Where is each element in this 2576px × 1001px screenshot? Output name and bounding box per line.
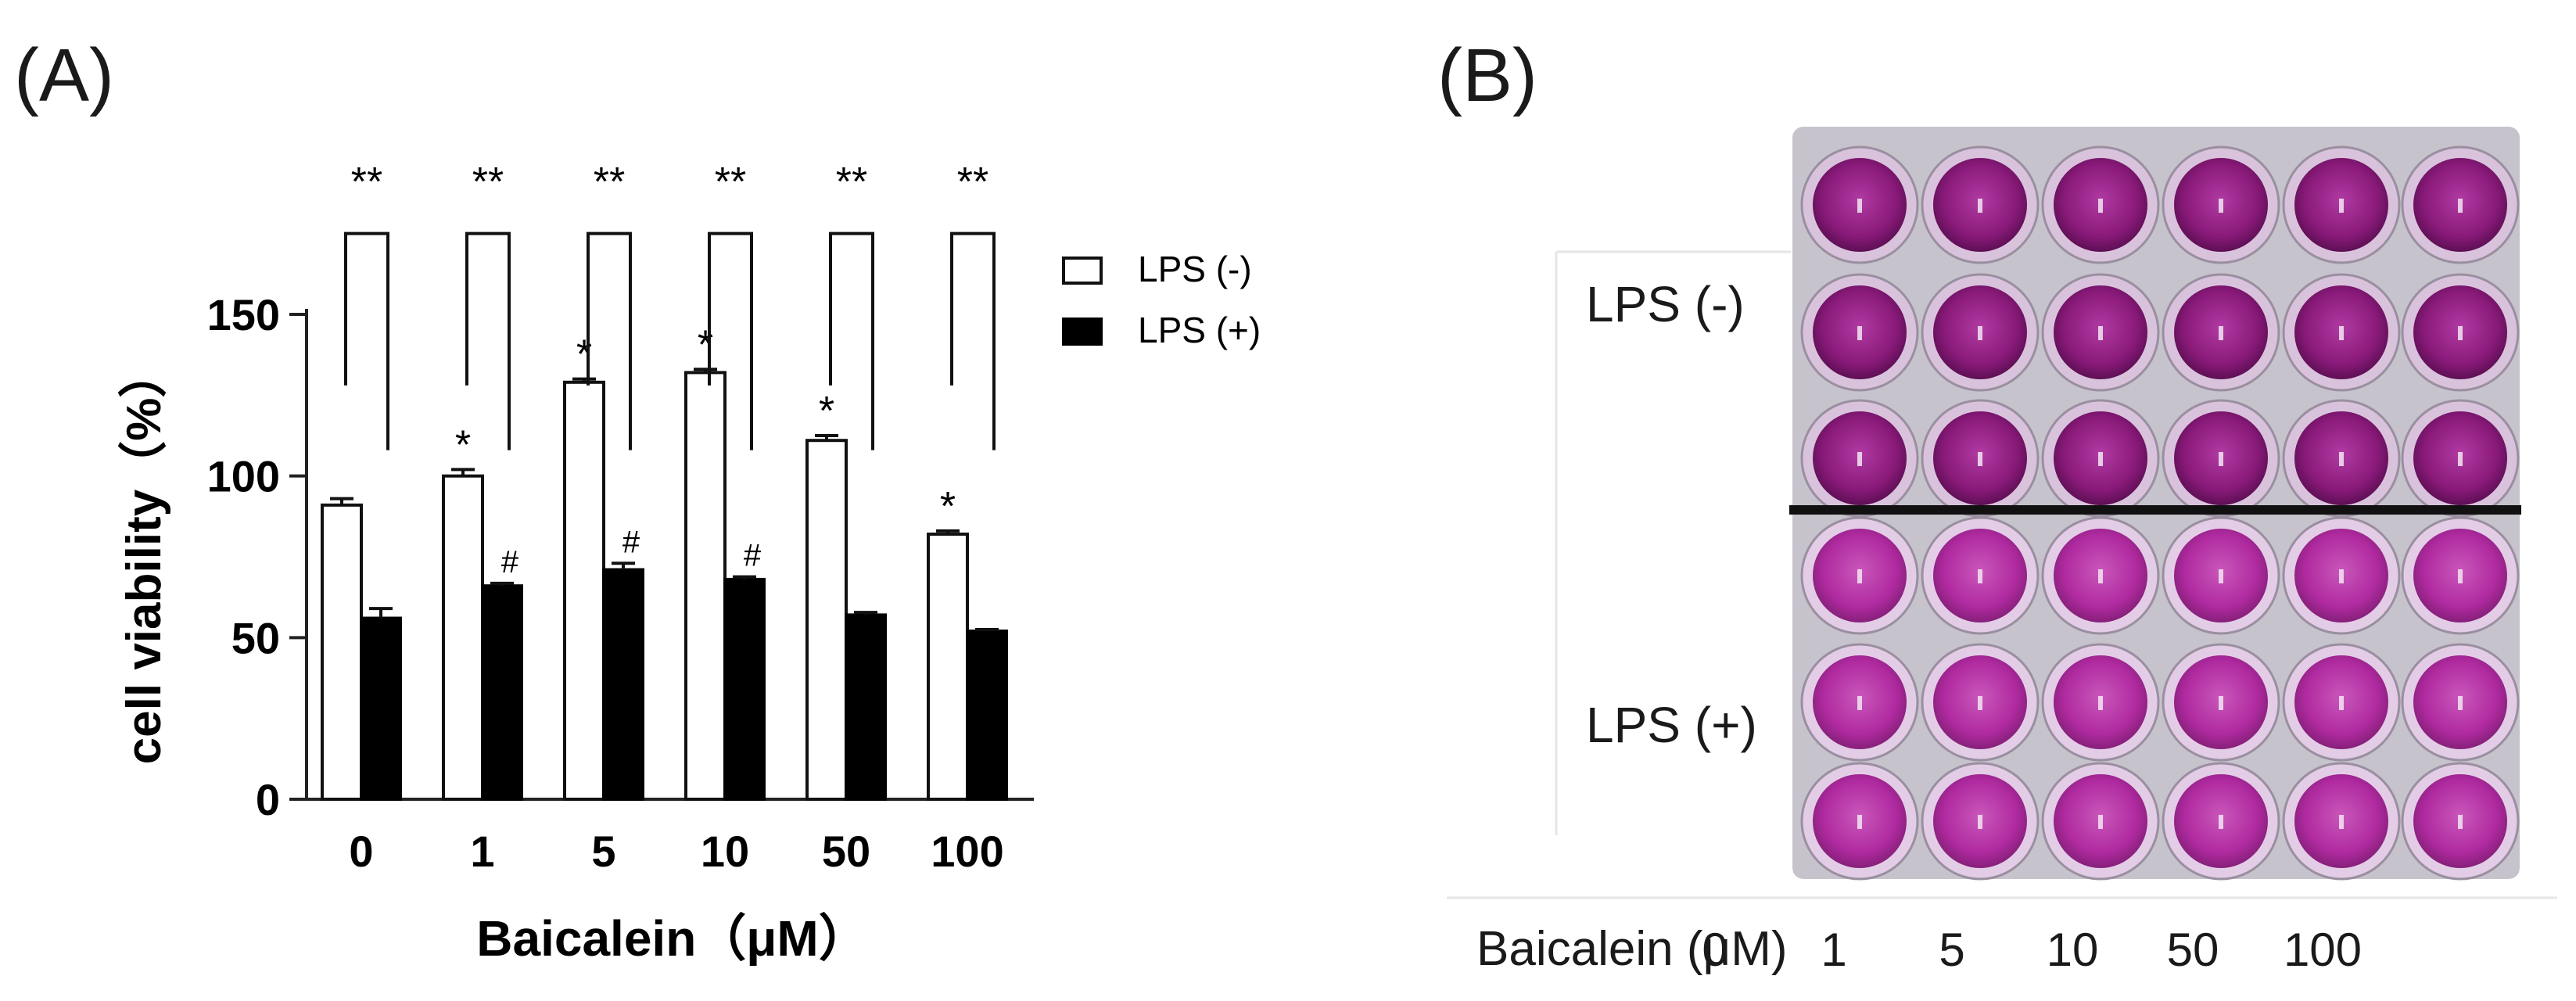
well-highlight bbox=[2339, 815, 2344, 829]
well-highlight bbox=[1978, 815, 1982, 829]
comparison-bracket bbox=[465, 231, 511, 450]
pair-significance-mark: ** bbox=[715, 160, 746, 205]
y-tick-label: 150 bbox=[207, 290, 280, 339]
well-highlight bbox=[1857, 452, 1862, 466]
legend-label-lps-neg: LPS (-) bbox=[1138, 249, 1252, 289]
well-highlight bbox=[2339, 199, 2344, 213]
x-tick-label: 0 bbox=[349, 827, 373, 876]
well-highlight bbox=[2339, 569, 2344, 583]
plate-dose-label: 5 bbox=[1939, 924, 1965, 976]
bar-lps-pos bbox=[723, 577, 766, 802]
well-highlight bbox=[2219, 569, 2223, 583]
well-highlight bbox=[2339, 696, 2344, 710]
comparison-bracket bbox=[950, 231, 996, 450]
y-tick-label: 0 bbox=[256, 775, 280, 824]
y-tick-label: 50 bbox=[231, 613, 280, 662]
pair-significance-mark: ** bbox=[957, 160, 988, 205]
pair-significance-mark: ** bbox=[472, 160, 504, 205]
plate-dose-label: 100 bbox=[2283, 924, 2363, 976]
pair-significance-mark: ** bbox=[594, 160, 625, 205]
well-highlight bbox=[2098, 815, 2103, 829]
well-highlight bbox=[1857, 326, 1862, 340]
y-axis-label: cell viability（%） bbox=[117, 350, 171, 765]
x-axis-label: Baicalein（μM） bbox=[476, 910, 869, 967]
bar-lps-pos bbox=[845, 613, 887, 802]
significance-mark: * bbox=[455, 422, 471, 468]
well-highlight bbox=[1978, 696, 1982, 710]
well-highlight bbox=[2339, 452, 2344, 466]
well-highlight bbox=[2098, 696, 2103, 710]
well-highlight bbox=[2458, 569, 2463, 583]
bar-lps-pos bbox=[360, 616, 402, 801]
well-highlight bbox=[2458, 326, 2463, 340]
well-highlight bbox=[2219, 696, 2223, 710]
legend: LPS (-) LPS (+) bbox=[1062, 249, 1261, 350]
well-highlight bbox=[2098, 199, 2103, 213]
well-highlight bbox=[2219, 199, 2223, 213]
comparison-bracket bbox=[708, 231, 753, 450]
well-highlight bbox=[1978, 326, 1982, 340]
y-tick-label: 100 bbox=[207, 452, 280, 501]
well-highlight bbox=[2219, 815, 2223, 829]
plate-dose-label: 0 bbox=[1702, 924, 1728, 976]
x-tick-label: 5 bbox=[591, 827, 615, 876]
x-tick-label: 10 bbox=[701, 827, 749, 876]
x-tick-label: 1 bbox=[470, 827, 494, 876]
pair-significance-mark: ** bbox=[836, 160, 867, 205]
significance-mark: * bbox=[819, 389, 834, 434]
x-tick-label: 100 bbox=[931, 827, 1003, 876]
legend-swatch-lps-pos bbox=[1062, 318, 1103, 346]
well-highlight bbox=[2458, 199, 2463, 213]
well-highlight bbox=[1857, 815, 1862, 829]
plate-dose-label: 1 bbox=[1821, 924, 1847, 976]
plate-x-axis-label: Baicalein (μM) bbox=[1476, 922, 1788, 976]
well-highlight bbox=[2098, 326, 2103, 340]
plate-dose-label: 10 bbox=[2046, 924, 2099, 976]
group-separator bbox=[1789, 505, 2521, 515]
well-highlight bbox=[2339, 326, 2344, 340]
well-highlight bbox=[2098, 569, 2103, 583]
comparison-bracket bbox=[587, 231, 632, 450]
well-highlight bbox=[2458, 815, 2463, 829]
significance-mark: # bbox=[501, 545, 519, 579]
legend-label-lps-pos: LPS (+) bbox=[1138, 310, 1261, 350]
legend-swatch-lps-neg bbox=[1062, 257, 1103, 285]
well-highlight bbox=[2458, 452, 2463, 466]
well-highlight bbox=[1857, 199, 1862, 213]
well-highlight bbox=[2458, 696, 2463, 710]
plate-dose-label: 50 bbox=[2166, 924, 2219, 976]
comparison-bracket bbox=[829, 231, 874, 450]
significance-mark: # bbox=[744, 539, 762, 573]
panel-b-label: (B) bbox=[1437, 34, 1537, 117]
well-highlight bbox=[1978, 452, 1982, 466]
well-highlight bbox=[1857, 696, 1862, 710]
bar-chart: 0 50 100 150 cell viability（%） ** 0 * # ** 1 * # ** 5 *… bbox=[117, 160, 1261, 967]
bar-lps-pos bbox=[481, 584, 523, 801]
significance-mark: * bbox=[940, 484, 956, 529]
well-highlight bbox=[1857, 569, 1862, 583]
pair-significance-mark: ** bbox=[351, 160, 382, 205]
panel-a-label: (A) bbox=[14, 34, 114, 117]
plate-row-label-lps-neg: LPS (-) bbox=[1586, 276, 1745, 332]
well-highlight bbox=[1978, 569, 1982, 583]
well-highlight bbox=[2219, 326, 2223, 340]
x-tick-label: 50 bbox=[822, 827, 870, 876]
well-highlight bbox=[1978, 199, 1982, 213]
significance-mark: # bbox=[622, 525, 640, 559]
comparison-bracket bbox=[344, 231, 389, 450]
well-highlight bbox=[2098, 452, 2103, 466]
well-highlight bbox=[2219, 452, 2223, 466]
plate-row-label-lps-pos: LPS (+) bbox=[1586, 697, 1757, 753]
